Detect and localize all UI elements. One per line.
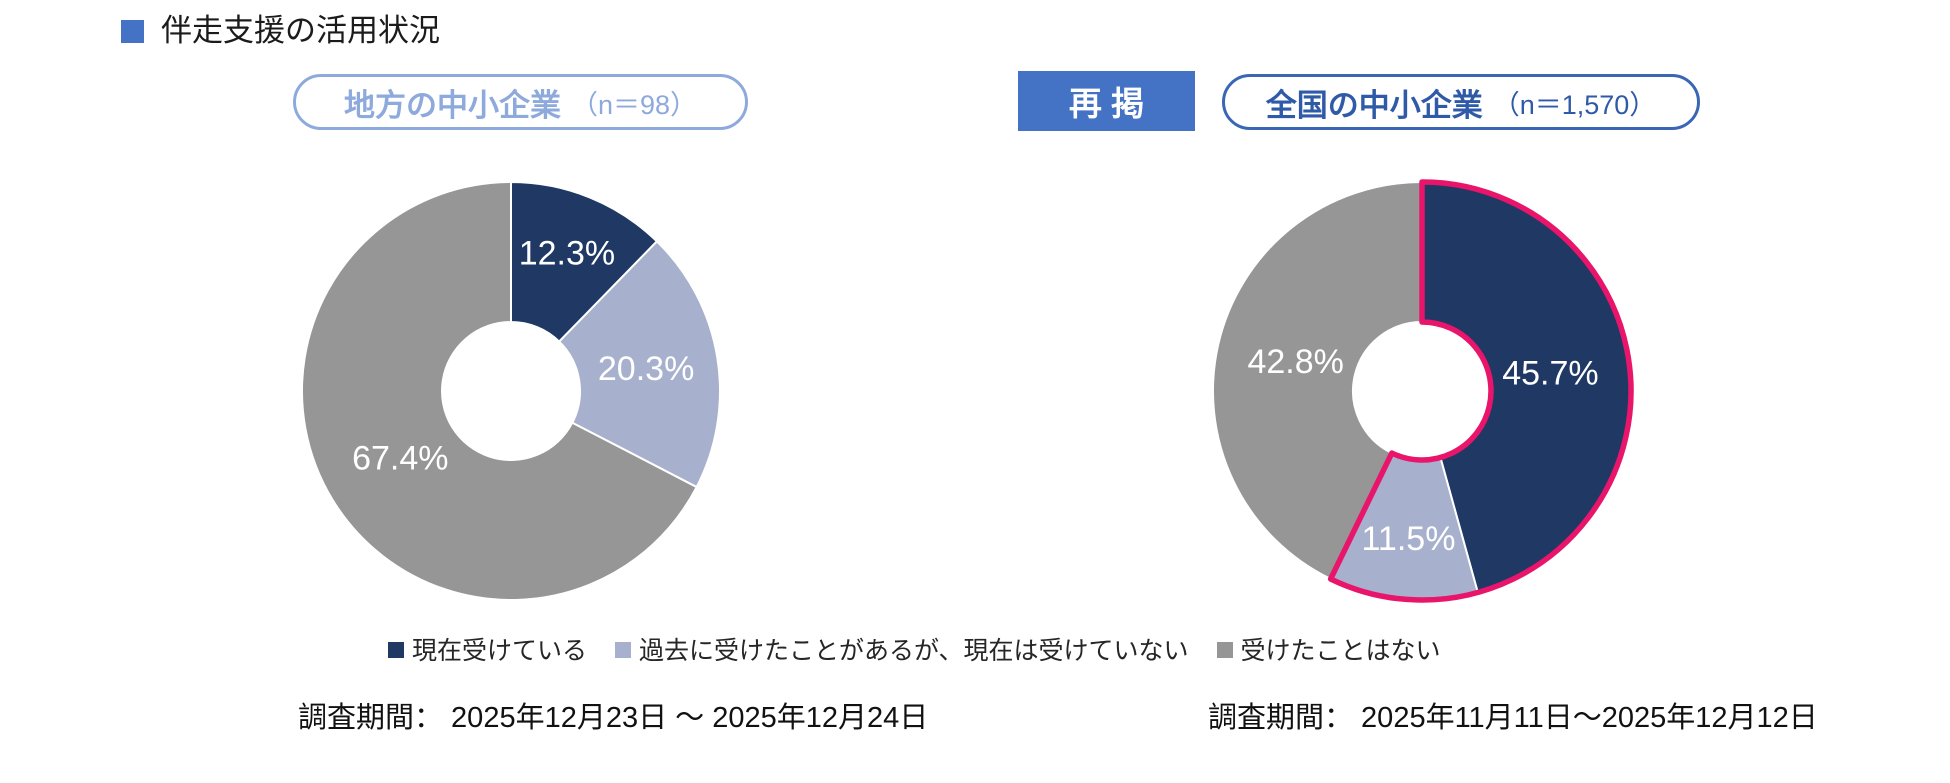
left-chart-sample-size: （n＝98） bbox=[570, 89, 698, 120]
left-chart-title: 地方の中小企業 bbox=[343, 87, 561, 123]
chart-legend: 現在受けている 過去に受けたことがあるが、現在は受けていない 受けたことはない bbox=[388, 631, 1441, 667]
legend-item-past: 過去に受けたことがあるが、現在は受けていない bbox=[615, 631, 1189, 667]
figure-title-row: 伴走支援の活用状況 bbox=[121, 13, 440, 49]
legend-item-never: 受けたことはない bbox=[1216, 631, 1441, 667]
donut-slice bbox=[1212, 181, 1423, 580]
slice-data-label: 67.4% bbox=[352, 439, 448, 477]
slice-data-label: 11.5% bbox=[1362, 520, 1456, 558]
legend-swatch-navy-icon bbox=[388, 642, 404, 658]
highlight-outline bbox=[1327, 179, 1634, 603]
figure-title: 伴走支援の活用状況 bbox=[161, 13, 440, 48]
donut-chart-right: 45.7% 11.5% 42.8% bbox=[1212, 179, 1634, 603]
legend-label: 受けたことはない bbox=[1240, 637, 1441, 665]
slice-data-label: 12.3% bbox=[519, 235, 615, 273]
right-chart-sample-size: （n＝1,570） bbox=[1492, 89, 1657, 120]
legend-swatch-lightblue-icon bbox=[615, 642, 632, 658]
legend-item-current: 現在受けている bbox=[388, 631, 587, 667]
legend-label: 現在受けている bbox=[412, 637, 588, 665]
legend-swatch-gray-icon bbox=[1216, 642, 1233, 658]
slice-data-label: 42.8% bbox=[1247, 343, 1343, 381]
right-chart-title-pill: 全国の中小企業 （n＝1,570） bbox=[1222, 74, 1700, 130]
donut-slice bbox=[301, 181, 698, 601]
repost-badge: 再掲 bbox=[1018, 71, 1195, 131]
slice-data-label: 20.3% bbox=[598, 350, 694, 388]
title-bullet-icon bbox=[121, 19, 144, 43]
left-survey-period: 調査期間： 2025年12月23日 〜 2025年12月24日 bbox=[298, 702, 929, 734]
left-chart-title-pill: 地方の中小企業 （n＝98） bbox=[293, 74, 748, 130]
right-chart-title: 全国の中小企業 bbox=[1265, 87, 1483, 123]
donut-slice bbox=[510, 181, 658, 343]
donut-chart-left: 12.3% 20.3% 67.4% bbox=[301, 181, 721, 601]
legend-label: 過去に受けたことがあるが、現在は受けていない bbox=[639, 637, 1189, 665]
right-survey-period: 調査期間： 2025年11月11日～2025年12月12日 bbox=[1208, 702, 1818, 734]
slice-data-label: 45.7% bbox=[1502, 355, 1598, 393]
donut-slice bbox=[558, 240, 721, 489]
